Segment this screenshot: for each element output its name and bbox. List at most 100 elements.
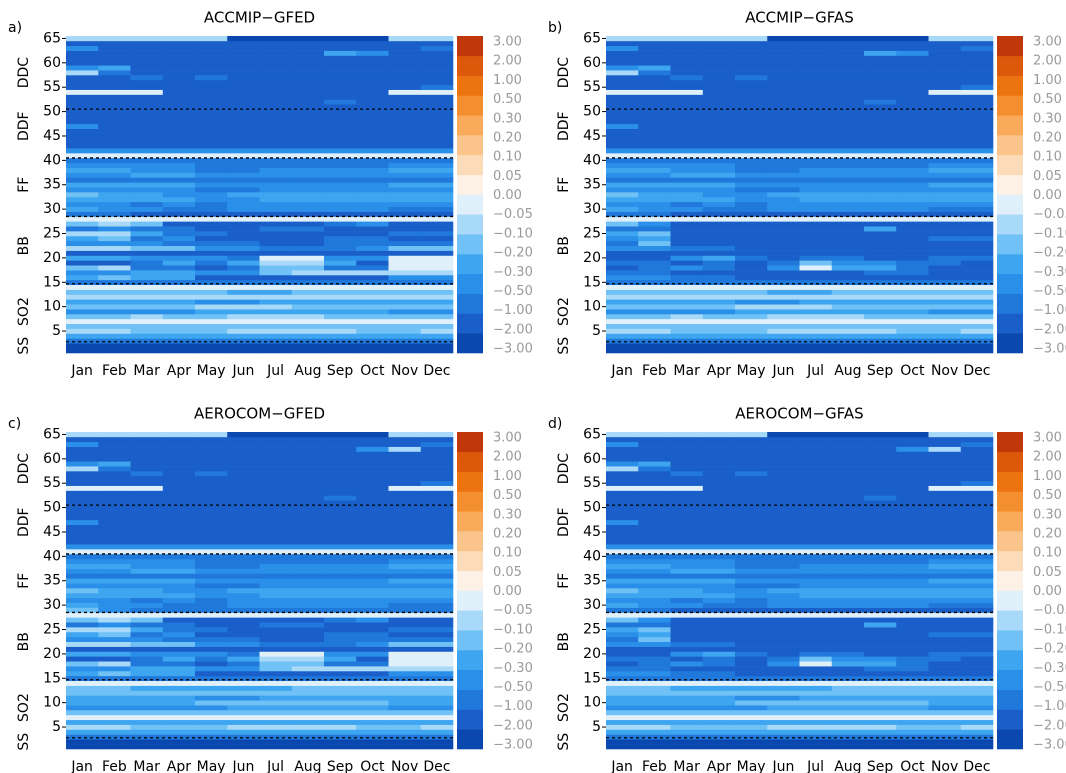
cell xyxy=(735,114,768,120)
cell xyxy=(259,60,293,66)
cell xyxy=(928,612,962,618)
cell xyxy=(227,709,260,716)
cell xyxy=(928,60,962,66)
cell xyxy=(291,636,325,643)
cell xyxy=(896,495,929,501)
cell xyxy=(227,167,260,173)
cell xyxy=(960,211,994,217)
cell xyxy=(420,451,454,457)
cell xyxy=(606,309,639,315)
x-tick-label: Mar xyxy=(133,759,160,773)
cell xyxy=(960,714,994,721)
cell xyxy=(195,461,228,467)
cell xyxy=(960,705,994,711)
cell xyxy=(831,123,865,129)
cell xyxy=(864,734,897,740)
cell xyxy=(227,162,260,168)
cell xyxy=(227,128,260,134)
cell xyxy=(702,123,736,129)
cell xyxy=(864,235,897,242)
cell xyxy=(259,109,293,115)
cell xyxy=(195,133,228,139)
cell xyxy=(356,162,389,168)
cell xyxy=(831,109,865,115)
cell xyxy=(291,289,325,295)
cell xyxy=(767,55,800,61)
cell xyxy=(66,670,99,677)
cell xyxy=(831,514,865,521)
cell xyxy=(130,123,164,129)
cell xyxy=(702,167,736,173)
cell xyxy=(702,50,736,56)
cell xyxy=(291,36,325,42)
x-tick-label: May xyxy=(197,759,226,773)
cell xyxy=(702,592,736,599)
cell xyxy=(670,597,704,603)
cell xyxy=(98,534,131,540)
cell xyxy=(420,172,454,178)
cell xyxy=(324,597,357,603)
cell xyxy=(324,471,357,477)
cell xyxy=(606,55,639,61)
cell xyxy=(324,313,357,320)
x-tick-label: Mar xyxy=(133,363,160,379)
cell xyxy=(896,226,929,232)
cell xyxy=(388,99,422,105)
chart-title: ACCMIP−GFAS xyxy=(745,9,854,27)
group-label: BB xyxy=(556,632,572,651)
cell xyxy=(896,744,929,750)
cell xyxy=(420,196,454,203)
cell xyxy=(66,451,99,457)
cell xyxy=(420,235,454,242)
cell xyxy=(767,138,800,144)
cell xyxy=(735,177,768,183)
cell xyxy=(324,294,357,300)
cell xyxy=(420,75,454,81)
cell xyxy=(98,114,131,120)
cell xyxy=(66,338,99,344)
colorbar-segment xyxy=(997,293,1023,314)
cell xyxy=(259,148,293,154)
cell xyxy=(195,690,228,696)
cell xyxy=(735,65,768,71)
cell xyxy=(259,651,293,657)
cell xyxy=(356,157,389,164)
cell xyxy=(735,646,768,652)
cell xyxy=(356,36,389,42)
cell xyxy=(66,294,99,300)
cell xyxy=(831,451,865,457)
cell xyxy=(259,274,293,281)
cell xyxy=(291,505,325,511)
cell xyxy=(420,60,454,66)
cell xyxy=(831,680,865,686)
cell xyxy=(420,627,454,633)
cell xyxy=(162,328,196,334)
cell xyxy=(388,240,422,247)
cell xyxy=(259,490,293,496)
cell xyxy=(259,104,293,110)
cell xyxy=(799,313,833,320)
cell xyxy=(356,50,389,56)
cell xyxy=(960,333,994,339)
cell xyxy=(324,118,357,125)
cell xyxy=(388,456,422,462)
cell xyxy=(259,75,293,81)
cell xyxy=(388,36,422,42)
colorbar-segment xyxy=(457,273,483,294)
cell xyxy=(162,187,196,193)
cell xyxy=(195,138,228,144)
cell xyxy=(831,79,865,86)
cell xyxy=(896,65,929,71)
cell xyxy=(130,451,164,457)
cell xyxy=(928,578,962,584)
cell xyxy=(420,45,454,51)
cell xyxy=(388,500,422,506)
cell xyxy=(670,153,704,159)
cell xyxy=(324,231,357,237)
cell xyxy=(195,245,228,251)
cell xyxy=(388,690,422,696)
cell xyxy=(767,432,800,438)
cell xyxy=(291,294,325,300)
cell xyxy=(638,284,671,290)
cell xyxy=(638,84,671,90)
